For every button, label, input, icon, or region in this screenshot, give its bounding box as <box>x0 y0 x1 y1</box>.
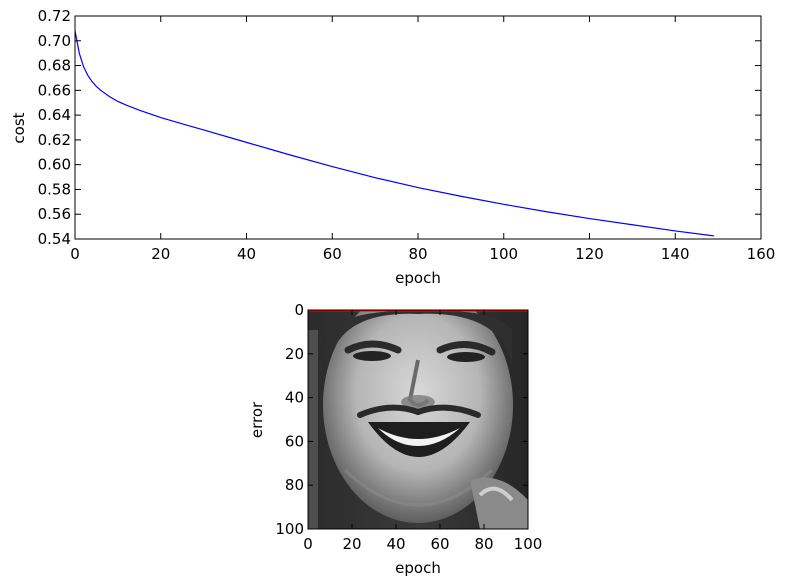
error-x-axis-label: epoch <box>395 559 441 577</box>
cost-y-tick-label: 0.64 <box>38 106 71 124</box>
error-x-ticks: 0 20 40 60 80 100 <box>303 310 542 553</box>
cost-x-tick-label: 60 <box>323 245 342 263</box>
error-x-tick-label: 20 <box>342 535 361 553</box>
error-x-tick-label: 0 <box>303 535 313 553</box>
cost-x-tick-label: 20 <box>151 245 170 263</box>
face-image-teeth <box>378 428 460 446</box>
cost-x-axis-label: epoch <box>395 269 441 287</box>
error-y-tick-label: 40 <box>285 389 304 407</box>
error-y-tick-label: 100 <box>275 520 304 538</box>
cost-x-tick-label: 0 <box>70 245 80 263</box>
error-y-tick-label: 60 <box>285 432 304 450</box>
face-image-left-brow <box>344 340 402 354</box>
face-image-left-edge <box>308 330 318 529</box>
cost-y-tick-label: 0.68 <box>38 57 71 75</box>
cost-plot-area <box>75 16 761 239</box>
cost-x-tick-label: 140 <box>661 245 690 263</box>
face-image-nose-shadow <box>401 395 435 409</box>
error-x-tick-label: 60 <box>430 535 449 553</box>
cost-x-tick-label: 40 <box>237 245 256 263</box>
face-image-shirt-detail <box>478 486 514 502</box>
cost-y-tick-label: 0.56 <box>38 205 71 223</box>
face-image-head <box>323 310 513 523</box>
error-x-tick-label: 100 <box>514 535 543 553</box>
face-image <box>308 310 528 529</box>
face-image-left-eye <box>353 351 391 361</box>
cost-x-tick-label: 160 <box>747 245 776 263</box>
cost-series-line-0 <box>75 30 714 237</box>
error-axes-frame <box>307 309 529 530</box>
cost-series-layer <box>75 30 714 237</box>
cost-y-tick-label: 0.60 <box>38 156 71 174</box>
cost-y-tick-label: 0.54 <box>38 230 71 248</box>
face-image-right-brow <box>436 341 496 356</box>
cost-y-tick-label: 0.62 <box>38 131 71 149</box>
cost-y-tick-label: 0.58 <box>38 180 71 198</box>
error-x-tick-label: 80 <box>474 535 493 553</box>
face-image-right-eye <box>447 352 485 362</box>
error-x-tick-label: 40 <box>386 535 405 553</box>
error-y-tick-label: 80 <box>285 476 304 494</box>
cost-y-tick-label: 0.70 <box>38 32 71 50</box>
cost-y-ticks: 0.54 0.56 0.58 0.60 0.62 0.64 0.66 0.68 0.70 0.72 <box>38 7 761 248</box>
cost-y-tick-label: 0.72 <box>38 7 71 25</box>
cost-x-tick-label: 80 <box>408 245 427 263</box>
cost-chart: 0 20 40 60 80 100 120 140 160 0.540.560.580.600.… <box>10 7 775 287</box>
cost-x-tick-label: 100 <box>489 245 518 263</box>
cost-y-axis-label: cost <box>10 112 28 143</box>
error-y-axis-label: error <box>248 401 266 438</box>
face-image-moustache <box>357 404 481 418</box>
error-y-tick-label: 0 <box>294 301 304 319</box>
cost-y-tick-label: 0.66 <box>38 81 71 99</box>
cost-x-ticks: 0 20 40 60 80 100 120 140 160 <box>70 16 775 263</box>
error-y-ticks: 0 20 40 60 80 100 <box>275 301 528 538</box>
cost-x-tick-label: 120 <box>575 245 604 263</box>
error-y-tick-label: 20 <box>285 345 304 363</box>
error-image-chart: 0 20 40 60 80 100 0 20 40 60 80 100 epoch error <box>248 301 542 577</box>
